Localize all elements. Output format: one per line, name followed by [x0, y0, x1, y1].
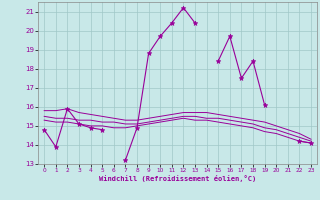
X-axis label: Windchill (Refroidissement éolien,°C): Windchill (Refroidissement éolien,°C) — [99, 175, 256, 182]
